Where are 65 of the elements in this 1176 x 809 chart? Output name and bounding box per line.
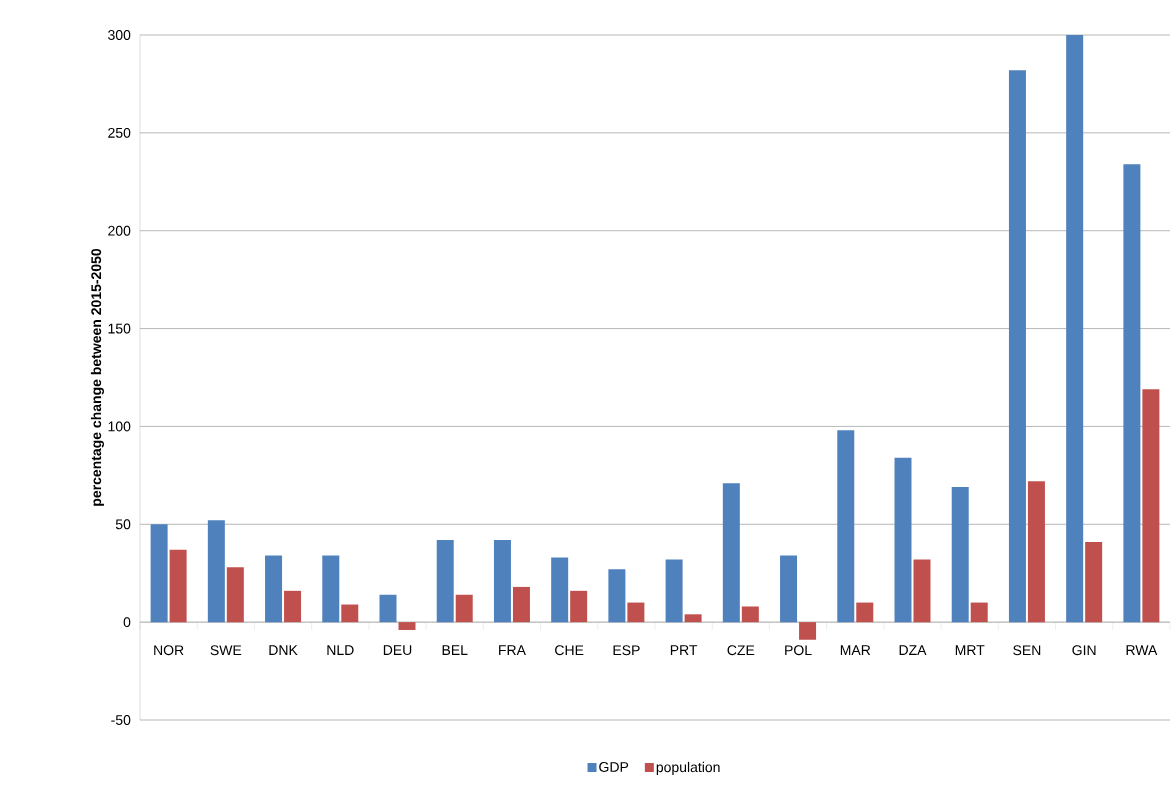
bar (398, 622, 416, 630)
y-tick-label: 0 (123, 617, 131, 628)
bar (1066, 34, 1084, 623)
bar (379, 594, 397, 623)
y-tick-label: 300 (108, 30, 131, 40)
x-tick-label: BEL (442, 645, 468, 655)
y-tick-label: 150 (108, 323, 131, 334)
bar (1027, 481, 1045, 623)
y-tick-label: 50 (115, 519, 131, 530)
bar (894, 457, 912, 623)
bar (436, 539, 454, 623)
bar (226, 567, 244, 623)
bar (608, 569, 626, 623)
bar (207, 520, 225, 623)
x-tick-label: MAR (840, 645, 871, 655)
y-axis-title: percentage change between 2015-2050 (90, 248, 104, 506)
x-tick-label: RWA (1126, 645, 1158, 655)
bar (150, 524, 168, 623)
bar (284, 590, 302, 623)
bar (684, 614, 702, 623)
y-tick-label: 100 (108, 421, 131, 432)
bar (1142, 389, 1160, 623)
bar (551, 557, 569, 623)
x-tick-label: SWE (210, 645, 242, 656)
bar (856, 602, 874, 623)
bar (493, 539, 511, 623)
x-tick-label: DEU (383, 645, 412, 656)
x-tick-label: PRT (670, 645, 698, 655)
bar (780, 555, 798, 623)
bar (1008, 70, 1026, 623)
y-tick-label: 250 (108, 127, 131, 138)
bar (265, 555, 283, 623)
bar (951, 487, 969, 623)
bar (570, 590, 588, 623)
x-tick-label: DZA (899, 645, 927, 655)
y-tick-label: 200 (108, 225, 131, 236)
x-tick-label: ESP (613, 645, 640, 656)
bar (1085, 541, 1103, 623)
x-tick-label: CZE (727, 645, 755, 656)
x-tick-label: POL (785, 645, 812, 656)
x-tick-label: CHE (555, 645, 584, 656)
x-tick-label: NLD (327, 645, 354, 655)
bar (837, 430, 855, 623)
bar (322, 555, 340, 623)
bar (665, 559, 683, 623)
x-tick-label: NOR (154, 645, 184, 656)
bar (970, 602, 988, 623)
bar (627, 602, 645, 623)
x-tick-label: SEN (1013, 645, 1041, 656)
bar (169, 549, 187, 623)
bar (741, 606, 759, 623)
bar (455, 594, 473, 623)
bar (799, 622, 817, 640)
bar (722, 483, 740, 623)
bar (1123, 164, 1141, 623)
bar (341, 604, 359, 623)
x-tick-label: MRT (955, 645, 985, 655)
x-tick-label: FRA (499, 645, 526, 655)
bar (913, 559, 931, 623)
x-tick-label: DNK (269, 645, 298, 655)
legend-label: GDP (599, 762, 629, 772)
x-tick-label: GIN (1072, 645, 1096, 656)
bar (512, 586, 530, 623)
legend-label: population (656, 761, 720, 775)
y-tick-label: -50 (111, 715, 131, 725)
